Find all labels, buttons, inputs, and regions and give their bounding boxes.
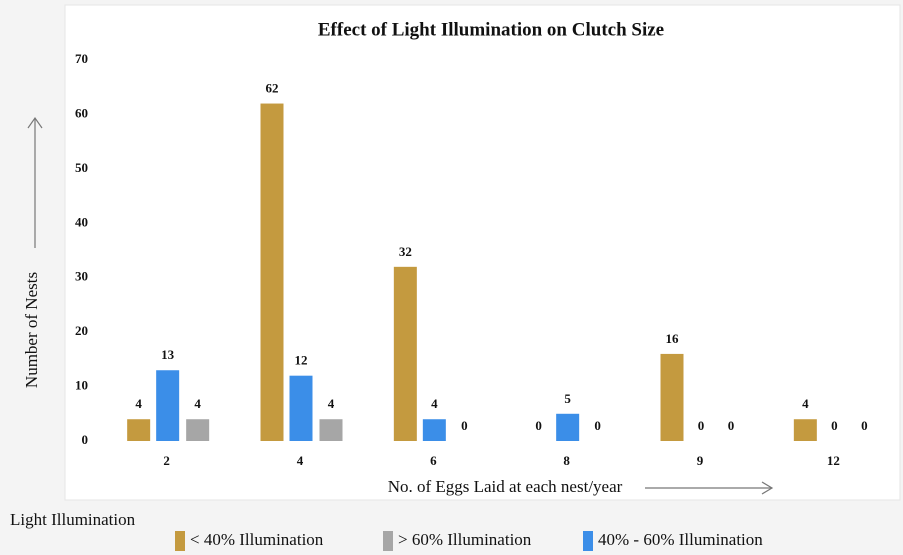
data-label: 13 [161, 347, 175, 362]
x-tick-label: 2 [163, 453, 170, 468]
legend-swatch [383, 531, 393, 551]
legend-swatch [583, 531, 593, 551]
legend-label: 40% - 60% Illumination [598, 530, 763, 549]
bar [260, 103, 284, 442]
data-label: 12 [295, 353, 308, 368]
bar [319, 419, 343, 441]
bar [556, 413, 580, 441]
y-tick-label: 60 [75, 105, 88, 120]
y-axis-label: Number of Nests [22, 272, 41, 388]
legend-title: Light Illumination [10, 510, 136, 529]
x-tick-label: 8 [563, 453, 570, 468]
data-label: 4 [194, 396, 201, 411]
bar [660, 353, 684, 441]
legend-label: > 60% Illumination [398, 530, 532, 549]
data-label: 4 [328, 396, 335, 411]
y-tick-label: 50 [75, 160, 88, 175]
x-tick-label: 4 [297, 453, 304, 468]
data-label: 62 [266, 81, 279, 96]
y-tick-label: 10 [75, 378, 88, 393]
bar [393, 266, 417, 441]
y-tick-label: 20 [75, 323, 88, 338]
y-arrow [27, 116, 43, 248]
y-tick-label: 70 [75, 51, 88, 66]
bar [289, 375, 313, 441]
x-axis-label: No. of Eggs Laid at each nest/year [388, 477, 623, 496]
x-arrow [645, 481, 774, 495]
data-label: 16 [666, 331, 680, 346]
data-label: 0 [535, 418, 542, 433]
data-label: 0 [594, 418, 601, 433]
x-tick-label: 6 [430, 453, 437, 468]
data-label: 4 [802, 396, 809, 411]
bar [793, 419, 817, 441]
y-tick-label: 30 [75, 269, 88, 284]
plot-panel [64, 4, 901, 501]
data-label: 5 [564, 391, 571, 406]
x-tick-label: 9 [697, 453, 704, 468]
data-label: 0 [728, 418, 735, 433]
data-label: 32 [399, 244, 412, 259]
bar [127, 419, 151, 441]
chart-title: Effect of Light Illumination on Clutch S… [318, 19, 664, 40]
data-label: 0 [698, 418, 705, 433]
bar [186, 419, 210, 441]
bar [156, 370, 180, 441]
data-label: 0 [831, 418, 838, 433]
legend-label: < 40% Illumination [190, 530, 324, 549]
legend-swatch [175, 531, 185, 551]
bar [422, 419, 446, 441]
data-label: 4 [135, 396, 142, 411]
y-tick-label: 40 [75, 214, 88, 229]
data-label: 0 [461, 418, 468, 433]
y-tick-label: 0 [82, 432, 89, 447]
data-label: 4 [431, 396, 438, 411]
x-tick-label: 12 [827, 453, 840, 468]
data-label: 0 [861, 418, 868, 433]
